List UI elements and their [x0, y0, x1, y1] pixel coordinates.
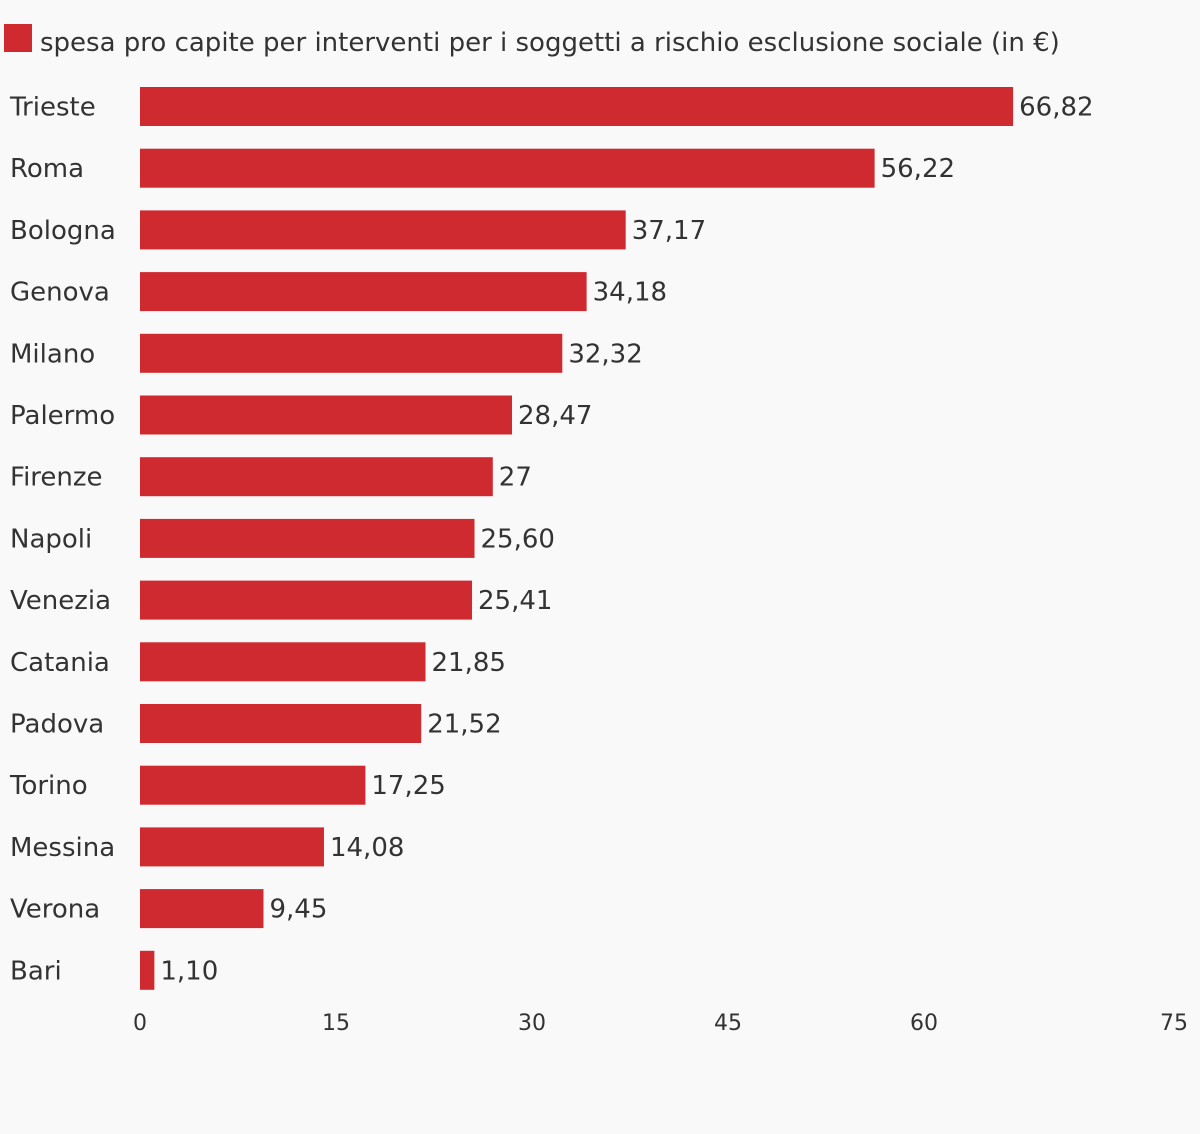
category-label: Firenze: [10, 463, 103, 493]
category-label: Torino: [9, 771, 88, 801]
bar: [140, 457, 493, 497]
bar-row: Trieste 66,82: [9, 87, 1094, 126]
bar-row: Catania 21,85: [10, 642, 506, 682]
x-axis: 0 15 30 45 60 75: [133, 1011, 1188, 1036]
bar: [140, 148, 875, 188]
category-label: Bari: [10, 956, 62, 986]
category-label: Padova: [10, 710, 104, 740]
category-label: Napoli: [10, 524, 92, 554]
category-label: Bologna: [10, 216, 116, 246]
bar-row: Bari 1,10: [10, 950, 218, 990]
x-tick-label: 75: [1160, 1011, 1188, 1036]
value-label: 14,08: [330, 833, 404, 863]
value-label: 56,22: [881, 154, 955, 184]
bar: [140, 765, 366, 805]
bar: [140, 950, 155, 990]
value-label: 27: [499, 463, 532, 493]
category-label: Palermo: [10, 401, 115, 431]
bar-row: Torino 17,25: [9, 765, 446, 805]
category-label: Catania: [10, 648, 110, 678]
value-label: 28,47: [518, 401, 592, 431]
x-tick-label: 30: [518, 1011, 546, 1036]
bar: [140, 704, 422, 743]
bar-row: Milano 32,32: [10, 333, 643, 373]
category-label: Venezia: [10, 586, 111, 616]
x-tick-label: 60: [910, 1011, 938, 1036]
bar: [140, 518, 475, 558]
legend: spesa pro capite per interventi per i so…: [4, 24, 1060, 58]
bar-row: Bologna 37,17: [10, 210, 706, 250]
x-tick-label: 45: [714, 1011, 742, 1036]
bar: [140, 87, 1014, 126]
value-label: 25,41: [478, 586, 552, 616]
bar-row: Messina 14,08: [10, 827, 404, 867]
value-label: 9,45: [269, 895, 327, 925]
value-label: 1,10: [160, 956, 218, 986]
category-label: Messina: [10, 833, 115, 863]
bar: [140, 395, 513, 435]
value-label: 34,18: [593, 278, 667, 308]
bar-row: Firenze 27: [10, 457, 532, 497]
bar: [140, 272, 587, 312]
value-label: 21,85: [432, 648, 506, 678]
legend-label: spesa pro capite per interventi per i so…: [40, 28, 1060, 58]
bar-row: Genova 34,18: [10, 272, 667, 312]
bar-row: Verona 9,45: [10, 889, 327, 929]
category-label: Verona: [10, 895, 100, 925]
bar: [140, 210, 626, 250]
bar-row: Padova 21,52: [10, 704, 502, 743]
bar: [140, 580, 473, 620]
bar-row: Roma 56,22: [10, 148, 955, 188]
legend-swatch: [4, 24, 32, 52]
bar: [140, 333, 563, 373]
bar: [140, 827, 324, 867]
bar-row: Napoli 25,60: [10, 518, 555, 558]
category-label: Trieste: [9, 93, 96, 123]
bars-group: Trieste 66,82 Roma 56,22 Bologna 37,17 Genova 3…: [9, 87, 1094, 990]
bar-row: Palermo 28,47: [10, 395, 592, 435]
value-label: 25,60: [481, 524, 555, 554]
value-label: 17,25: [371, 771, 445, 801]
category-label: Genova: [10, 278, 110, 308]
x-tick-label: 0: [133, 1011, 147, 1036]
bar: [140, 889, 264, 929]
value-label: 21,52: [427, 710, 501, 740]
value-label: 66,82: [1019, 93, 1093, 123]
x-tick-label: 15: [322, 1011, 350, 1036]
bar-row: Venezia 25,41: [10, 580, 552, 620]
category-label: Milano: [10, 339, 95, 369]
bar: [140, 642, 426, 682]
category-label: Roma: [10, 154, 84, 184]
value-label: 37,17: [632, 216, 706, 246]
value-label: 32,32: [568, 339, 642, 369]
